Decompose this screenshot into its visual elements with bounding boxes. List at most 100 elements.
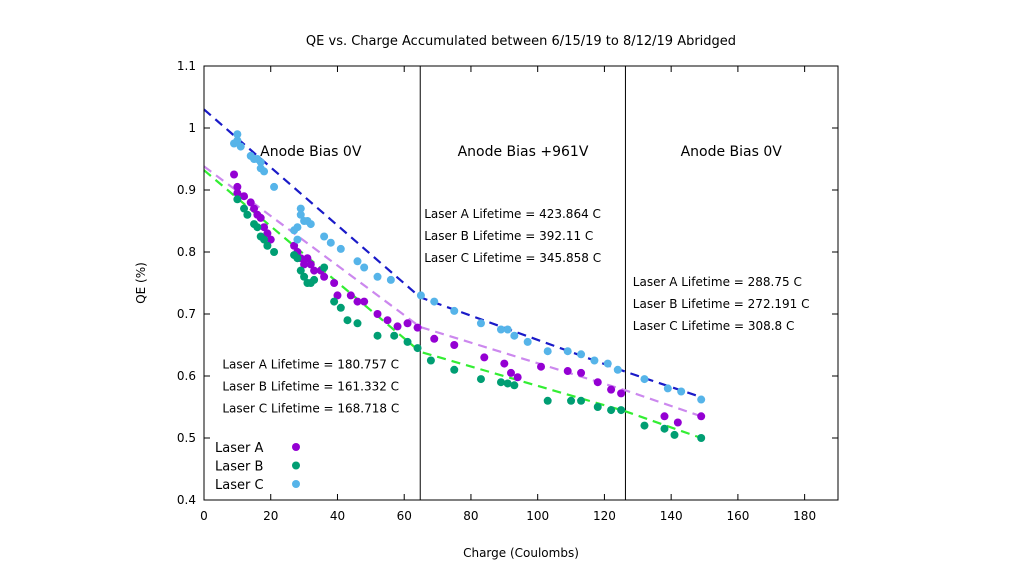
lifetime-annotation-line: Laser C Lifetime = 345.858 C xyxy=(424,251,601,265)
data-point xyxy=(310,266,319,275)
data-point xyxy=(240,204,249,213)
data-point xyxy=(403,319,412,328)
data-point xyxy=(320,272,329,281)
x-tick-label: 20 xyxy=(263,509,278,523)
data-point xyxy=(503,379,512,388)
data-point xyxy=(290,241,299,250)
x-tick-label: 100 xyxy=(526,509,549,523)
data-point xyxy=(413,344,422,353)
y-tick-label: 0.7 xyxy=(177,307,196,321)
data-point xyxy=(300,272,309,281)
lifetime-annotations: Laser A Lifetime = 423.864 C Laser B Life… xyxy=(222,207,809,416)
data-point xyxy=(360,263,369,272)
x-tick-label: 40 xyxy=(330,509,345,523)
data-point xyxy=(506,368,515,377)
series-points xyxy=(233,195,706,442)
data-point xyxy=(270,248,279,256)
legend-marker xyxy=(292,443,300,451)
data-point xyxy=(296,204,305,213)
data-point xyxy=(233,182,242,191)
data-point xyxy=(503,325,512,334)
data-point xyxy=(310,275,319,284)
data-point xyxy=(697,395,706,404)
lifetime-annotation-line: Laser C Lifetime = 308.8 C xyxy=(633,319,795,333)
y-tick-label: 0.9 xyxy=(177,183,196,197)
data-point xyxy=(413,323,422,332)
data-point xyxy=(303,254,312,263)
legend-marker xyxy=(292,480,300,488)
data-point xyxy=(263,241,272,250)
data-point xyxy=(320,232,329,241)
lifetime-annotation-line: Laser C Lifetime = 168.718 C xyxy=(222,402,399,416)
data-point xyxy=(563,367,572,376)
data-point xyxy=(513,373,522,382)
data-point xyxy=(266,235,275,244)
data-point xyxy=(320,263,329,272)
legend-label: Laser B xyxy=(215,460,263,475)
data-point xyxy=(263,229,272,238)
data-point xyxy=(577,350,586,359)
data-point xyxy=(590,356,599,365)
data-point xyxy=(450,365,459,374)
data-point xyxy=(500,359,509,368)
data-point xyxy=(510,381,519,390)
data-point xyxy=(640,375,649,384)
x-tick-label: 60 xyxy=(397,509,412,523)
data-point xyxy=(240,192,249,201)
x-tick-label: 80 xyxy=(463,509,478,523)
data-point xyxy=(306,220,315,229)
data-point xyxy=(476,375,485,384)
data-point xyxy=(293,254,302,263)
data-point xyxy=(330,279,339,287)
data-point xyxy=(293,223,302,232)
data-point xyxy=(233,195,242,204)
lifetime-annotation-line: Laser B Lifetime = 392.11 C xyxy=(424,229,593,243)
fit-line xyxy=(203,165,702,418)
data-point xyxy=(360,297,369,306)
data-point xyxy=(230,170,239,179)
data-point xyxy=(496,378,505,387)
data-point xyxy=(677,387,686,396)
data-point xyxy=(510,331,519,340)
data-point xyxy=(306,260,315,269)
y-tick-label: 1 xyxy=(188,121,196,135)
data-point xyxy=(256,158,265,167)
series-points xyxy=(230,130,706,404)
data-point xyxy=(293,235,302,244)
lifetime-annotation-line: Laser B Lifetime = 161.332 C xyxy=(222,380,399,394)
data-point xyxy=(373,331,382,340)
x-tick-label: 0 xyxy=(200,509,208,523)
legend: Laser A Laser B Laser C xyxy=(215,441,300,493)
region-label: Anode Bias 0V xyxy=(681,144,783,160)
x-axis-label: Charge (Coulombs) xyxy=(463,546,579,560)
region-label: Anode Bias +961V xyxy=(458,144,589,160)
legend-label: Laser A xyxy=(215,441,263,456)
data-point xyxy=(250,204,259,213)
x-tick-label: 160 xyxy=(726,509,749,523)
y-tick-label: 0.4 xyxy=(177,493,196,507)
data-point xyxy=(617,406,626,415)
y-tick-label: 0.8 xyxy=(177,245,196,259)
data-point xyxy=(233,189,242,198)
data-point xyxy=(330,297,339,306)
data-point xyxy=(386,275,395,284)
lifetime-annotation-line: Laser B Lifetime = 272.191 C xyxy=(633,297,810,311)
lifetime-annotation-line: Laser A Lifetime = 288.75 C xyxy=(633,275,802,289)
data-point xyxy=(697,434,706,442)
x-tick-label: 120 xyxy=(593,509,616,523)
data-point xyxy=(640,421,649,430)
data-point xyxy=(663,384,672,393)
data-point xyxy=(480,353,489,362)
data-point xyxy=(523,337,532,346)
data-point xyxy=(403,337,412,346)
data-point xyxy=(593,378,602,387)
data-point xyxy=(353,297,362,306)
data-point xyxy=(430,297,439,306)
lifetime-annotation-line: Laser A Lifetime = 423.864 C xyxy=(424,207,601,221)
data-point xyxy=(326,238,335,247)
data-point xyxy=(296,266,305,275)
data-point xyxy=(300,260,309,269)
y-tick-label: 1.1 xyxy=(177,59,196,73)
data-point xyxy=(236,142,245,151)
plot-frame xyxy=(203,65,839,501)
